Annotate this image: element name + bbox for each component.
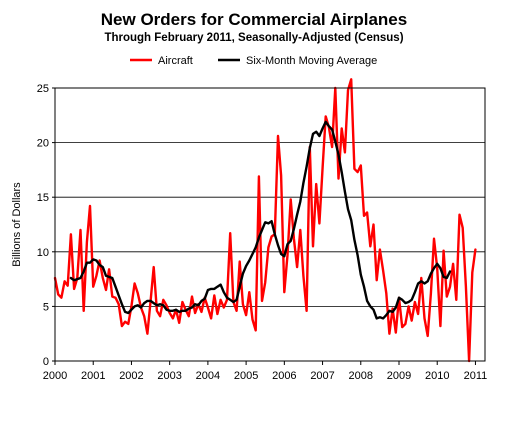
plot-frame <box>54 87 486 362</box>
y-tick-label-25: 25 <box>37 83 49 95</box>
chart-title: New Orders for Commercial Airplanes <box>100 10 408 29</box>
x-tick-label-2005: 2005 <box>234 370 258 382</box>
plot-area <box>53 78 477 363</box>
series-line-aircraft <box>53 78 477 363</box>
x-tick-label-2000: 2000 <box>43 370 67 382</box>
y-axis: 0 5 10 15 20 25 <box>37 83 55 368</box>
series-line-average <box>69 120 452 320</box>
x-tick-label-2010: 2010 <box>425 370 449 382</box>
x-tick-label-2002: 2002 <box>119 370 143 382</box>
chart-subtitle: Through February 2011, Seasonally-Adjust… <box>104 32 404 44</box>
gridlines <box>55 87 485 307</box>
x-axis: 2000 2001 2002 2003 2004 2005 2006 2007 2008 2009… <box>43 361 488 382</box>
x-tick-label-2001: 2001 <box>81 370 105 382</box>
x-tick-label-2009: 2009 <box>387 370 411 382</box>
x-tick-label-2003: 2003 <box>157 370 181 382</box>
legend-label-aircraft: Aircraft <box>158 55 193 67</box>
x-tick-label-2006: 2006 <box>272 370 296 382</box>
y-tick-label-0: 0 <box>43 356 49 368</box>
x-tick-label-2008: 2008 <box>349 370 373 382</box>
x-tick-label-2007: 2007 <box>310 370 334 382</box>
y-tick-label-10: 10 <box>37 247 49 259</box>
y-tick-label-5: 5 <box>43 301 49 313</box>
y-tick-label-20: 20 <box>37 138 49 150</box>
x-tick-label-2011: 2011 <box>464 370 488 382</box>
y-tick-label-15: 15 <box>37 192 49 204</box>
y-axis-title: Billions of Dollars <box>11 182 23 267</box>
legend-label-average: Six-Month Moving Average <box>246 55 377 67</box>
x-tick-label-2004: 2004 <box>196 370 220 382</box>
legend: Aircraft Six-Month Moving Average <box>130 55 377 67</box>
